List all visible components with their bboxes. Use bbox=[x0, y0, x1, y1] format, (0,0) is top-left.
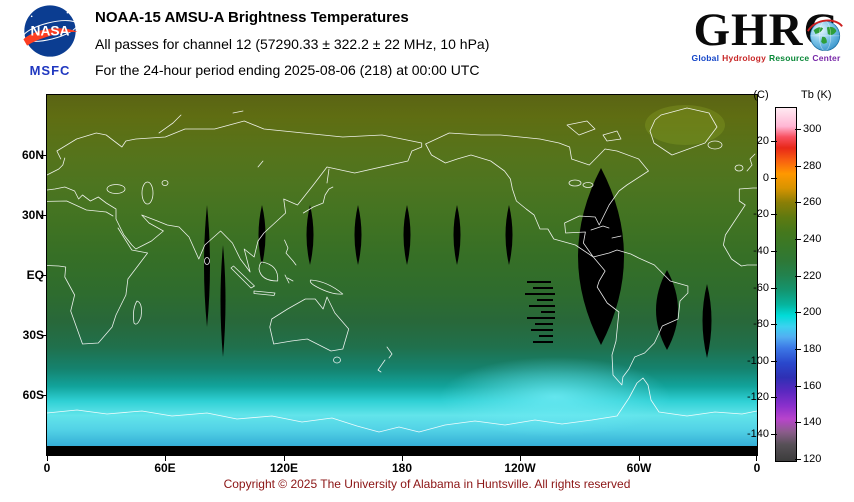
kelvin-tick: 240 bbox=[795, 232, 821, 246]
lon-label-120e: 120E bbox=[269, 461, 299, 475]
ghrc-logo: GHRC Global Hydrology Resource bbox=[682, 4, 850, 63]
y-axis-tick bbox=[41, 215, 46, 216]
kelvin-tick: 120 bbox=[795, 452, 821, 466]
x-axis-tick bbox=[639, 456, 640, 461]
brightness-temperature-map bbox=[46, 94, 758, 456]
period-subtitle: For the 24-hour period ending 2025-08-06… bbox=[95, 62, 480, 78]
lon-label-120w: 120W bbox=[504, 461, 536, 475]
ghrc-tagline-word: Center bbox=[812, 53, 841, 63]
colorbar-gradient bbox=[775, 107, 797, 462]
x-axis-tick bbox=[520, 456, 521, 461]
ghrc-tagline: Global Hydrology Resource Center bbox=[682, 53, 850, 63]
header-titles: NOAA-15 AMSU-A Brightness Temperatures A… bbox=[95, 9, 489, 88]
celsius-tick: -40 bbox=[753, 244, 777, 258]
kelvin-tick: 140 bbox=[795, 415, 821, 429]
celsius-tick: 0 bbox=[763, 171, 778, 185]
ghrc-tagline-word: Global bbox=[691, 53, 720, 63]
channel-subtitle: All passes for channel 12 (57290.33 ± 32… bbox=[95, 36, 490, 52]
lat-label-30s: 30S bbox=[22, 328, 44, 342]
scanline-gaps bbox=[525, 281, 555, 343]
celsius-tick: -120 bbox=[747, 390, 778, 404]
lat-label-60n: 60N bbox=[21, 148, 44, 162]
x-axis-tick bbox=[756, 456, 757, 461]
lon-label-60w: 60W bbox=[626, 461, 652, 475]
lat-label-eq: EQ bbox=[26, 268, 44, 282]
kelvin-tick: 300 bbox=[795, 122, 821, 136]
nasa-label: NASA bbox=[31, 24, 70, 39]
celsius-tick: 20 bbox=[757, 134, 778, 148]
lat-label-60s: 60S bbox=[22, 388, 44, 402]
celsius-tick: -100 bbox=[747, 354, 778, 368]
colorbar-celsius-header: (C) bbox=[753, 89, 769, 101]
x-axis-tick bbox=[284, 456, 285, 461]
y-axis-tick bbox=[41, 155, 46, 156]
ghrc-acronym: GHRC bbox=[694, 4, 843, 56]
lon-label-0e: 0 bbox=[43, 461, 51, 475]
celsius-tick: -80 bbox=[753, 317, 777, 331]
kelvin-tick: 220 bbox=[795, 269, 821, 283]
kelvin-tick: 160 bbox=[795, 379, 821, 393]
ocean-temperature-field bbox=[47, 95, 757, 455]
lon-label-0w: 0 bbox=[753, 461, 761, 475]
ghrc-tagline-word: Resource bbox=[769, 53, 810, 63]
celsius-tick: -60 bbox=[753, 281, 777, 295]
ghrc-tagline-word: Hydrology bbox=[722, 53, 767, 63]
page-title: NOAA-15 AMSU-A Brightness Temperatures bbox=[95, 9, 409, 26]
lon-label-60e: 60E bbox=[154, 461, 176, 475]
kelvin-tick: 260 bbox=[795, 195, 821, 209]
x-axis-tick bbox=[47, 456, 48, 461]
x-axis-tick bbox=[165, 456, 166, 461]
msfc-label: MSFC bbox=[29, 63, 71, 78]
y-axis-tick bbox=[41, 275, 46, 276]
ghrc-globe-icon bbox=[806, 19, 843, 52]
x-axis-tick bbox=[402, 456, 403, 461]
lon-label-180: 180 bbox=[391, 461, 413, 475]
y-axis-tick bbox=[41, 395, 46, 396]
celsius-tick: -140 bbox=[747, 427, 778, 441]
coastline-overlay bbox=[46, 107, 758, 433]
celsius-tick: -20 bbox=[753, 207, 777, 221]
colorbar-celsius-ticks: 20 0 -20 -40 -60 -80 -100 -120 -140 bbox=[731, 134, 778, 441]
missing-data-gaps bbox=[204, 168, 712, 358]
kelvin-tick: 200 bbox=[795, 305, 821, 319]
kelvin-tick: 180 bbox=[795, 342, 821, 356]
lat-label-30n: 30N bbox=[21, 208, 44, 222]
nasa-logo: NASA MSFC bbox=[10, 3, 90, 78]
kelvin-tick: 280 bbox=[795, 159, 821, 173]
south-edge-nodata-strip bbox=[47, 446, 757, 455]
y-axis-tick bbox=[41, 335, 46, 336]
nasa-insignia-icon: NASA bbox=[22, 5, 78, 57]
copyright-notice: Copyright © 2025 The University of Alaba… bbox=[223, 477, 631, 491]
colorbar-kelvin-ticks: 300 280 260 240 220 200 180 160 140 120 bbox=[795, 122, 841, 466]
world-map bbox=[46, 95, 758, 455]
colorbar-kelvin-header: Tb (K) bbox=[801, 89, 832, 101]
